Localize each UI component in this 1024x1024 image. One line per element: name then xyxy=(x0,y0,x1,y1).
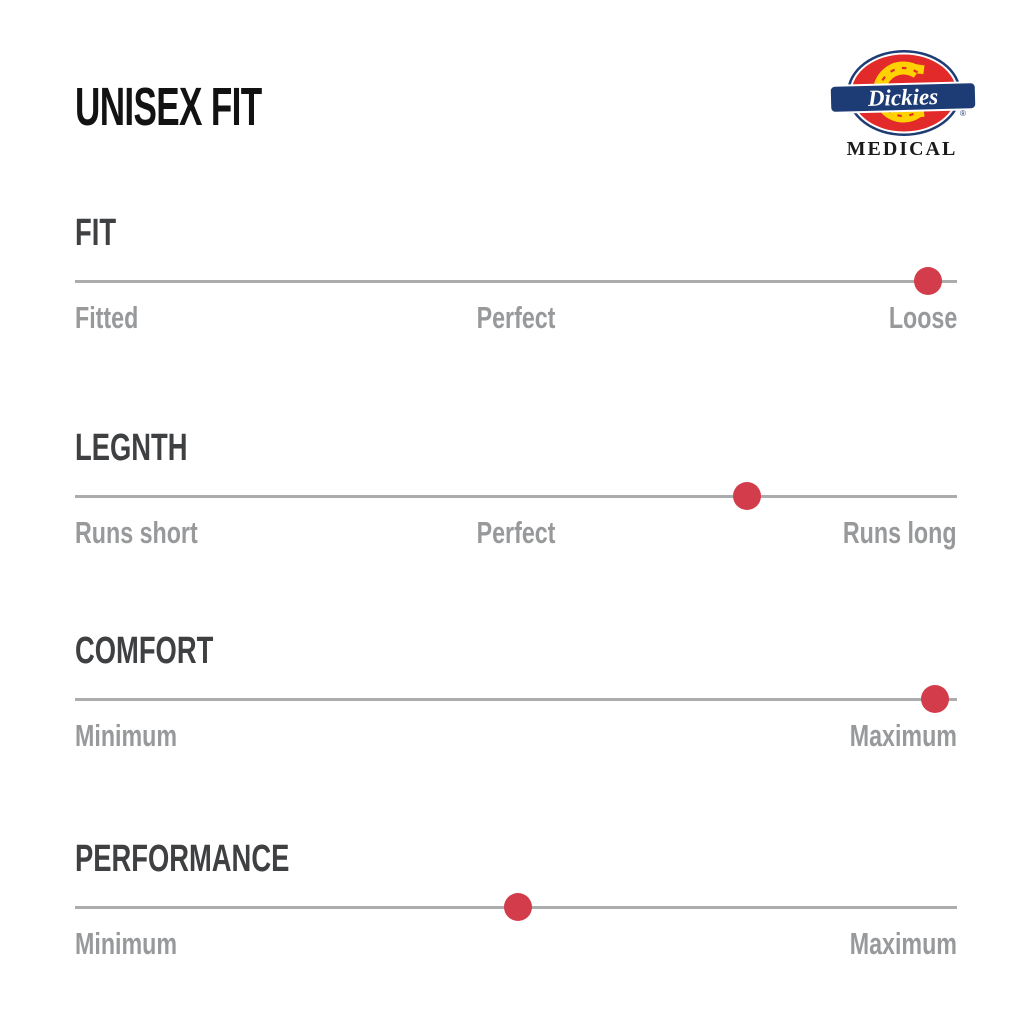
scale-label-right: Runs long xyxy=(843,515,957,550)
length-scale-section: LEGNTH Runs short Perfect Runs long xyxy=(75,427,957,569)
scale-marker-dot xyxy=(503,893,532,921)
scale-track xyxy=(75,267,957,295)
scale-labels: Minimum Maximum xyxy=(75,720,957,760)
scale-heading-length: LEGNTH xyxy=(75,427,188,469)
scale-labels: Runs short Perfect Runs long xyxy=(75,517,957,557)
scale-label-left: Minimum xyxy=(75,926,178,961)
scale-label-center: Perfect xyxy=(476,515,556,550)
scale-label-left: Minimum xyxy=(75,718,178,753)
scale-marker-dot xyxy=(913,267,942,295)
scale-label-center: Perfect xyxy=(476,300,556,335)
dickies-wordmark: Dickies xyxy=(867,84,939,111)
scale-heading-comfort: COMFORT xyxy=(75,630,214,672)
dickies-horseshoe-logo-icon: Dickies ® xyxy=(828,50,978,136)
scale-labels: Fitted Perfect Loose xyxy=(75,302,957,342)
scale-track xyxy=(75,893,957,921)
scale-marker-dot xyxy=(920,685,949,713)
scale-track xyxy=(75,482,957,510)
scale-label-right: Maximum xyxy=(849,926,957,961)
scale-label-right: Maximum xyxy=(849,718,957,753)
registered-trademark-symbol: ® xyxy=(960,109,966,118)
scale-label-right: Loose xyxy=(888,300,957,335)
scale-heading-performance: PERFORMANCE xyxy=(75,838,290,880)
scale-marker-dot xyxy=(733,482,762,510)
scale-labels: Minimum Maximum xyxy=(75,928,957,968)
scale-label-left: Fitted xyxy=(75,300,139,335)
brand-sub-label: MEDICAL xyxy=(846,138,958,160)
scale-track xyxy=(75,685,957,713)
scale-label-left: Runs short xyxy=(75,515,198,550)
fit-scale-section: FIT Fitted Perfect Loose xyxy=(75,212,957,354)
performance-scale-section: PERFORMANCE Minimum Maximum xyxy=(75,838,957,980)
page-title: UNISEX FIT xyxy=(75,77,262,137)
dickies-logo: Dickies ® xyxy=(826,46,978,166)
scale-heading-fit: FIT xyxy=(75,212,117,254)
comfort-scale-section: COMFORT Minimum Maximum xyxy=(75,630,957,772)
